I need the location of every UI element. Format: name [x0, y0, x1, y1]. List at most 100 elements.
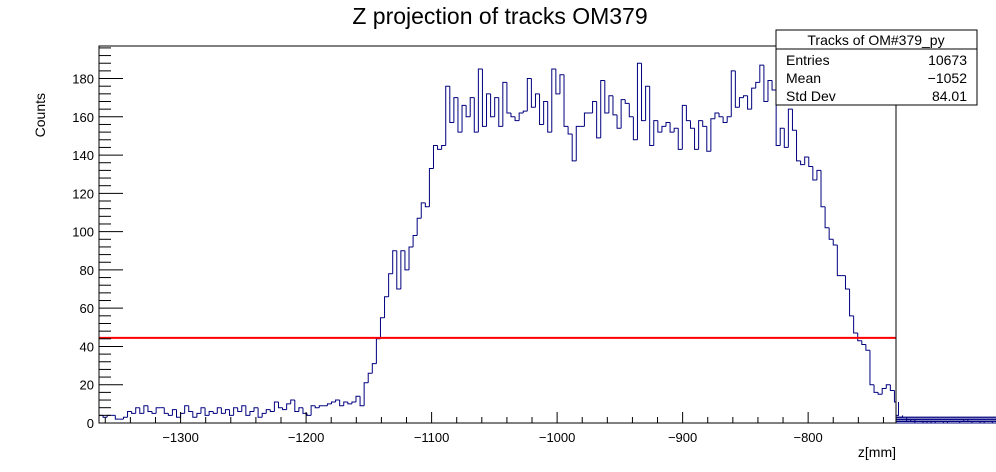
stats-title: Tracks of OM#379_py [807, 32, 944, 48]
histogram-bin [861, 340, 866, 346]
stats-stddev-label: Std Dev [786, 88, 836, 104]
histogram-bin [163, 407, 169, 414]
histogram-bin [257, 407, 263, 418]
histogram-bin [457, 97, 463, 133]
histogram-bin [318, 405, 324, 408]
histogram-bin [135, 407, 140, 414]
histogram-bin [604, 80, 609, 114]
histogram-bin [282, 407, 287, 411]
histogram-bin [555, 68, 560, 95]
histogram-bin [114, 415, 120, 420]
histogram-bin [290, 399, 295, 404]
histogram-bin [367, 372, 373, 383]
histogram-bin [783, 128, 789, 148]
histogram-bin [473, 97, 479, 133]
histogram-bin [139, 407, 144, 414]
histogram-bin [510, 112, 516, 118]
histogram-bin [212, 411, 218, 414]
histogram-bin [665, 122, 671, 127]
histogram-bin [477, 68, 483, 133]
histogram-bin [551, 68, 556, 133]
histogram-bin [326, 403, 332, 406]
histogram-bin [681, 104, 687, 150]
histogram-bin [592, 101, 597, 113]
histogram-bin [371, 363, 377, 374]
histogram-bin [669, 122, 675, 133]
histogram-bin [180, 412, 185, 418]
histogram-bin [743, 95, 748, 98]
histogram-bin [331, 401, 336, 404]
histogram-bin [241, 405, 246, 412]
histogram-bin [596, 101, 601, 139]
histogram-bin [539, 93, 544, 125]
histogram-bin [853, 315, 858, 334]
histogram-bin [469, 97, 475, 117]
histogram-bin [437, 145, 442, 150]
histogram-bin [486, 93, 491, 127]
histogram-bin [775, 90, 781, 147]
histogram-bin [616, 114, 622, 129]
histogram-bin [171, 409, 177, 416]
histogram-bin [857, 333, 862, 342]
histogram-bins [98, 62, 996, 424]
histogram-bin [726, 116, 732, 123]
histogram-bin [147, 405, 153, 413]
histogram-bin [102, 415, 108, 418]
histogram-bin [734, 70, 740, 108]
histogram-bin [804, 156, 809, 165]
histogram-bin [771, 80, 777, 91]
histogram-bin [759, 64, 764, 83]
histogram-bin [812, 166, 817, 181]
histogram-bin [877, 392, 883, 395]
histogram-bin [155, 407, 161, 414]
histogram-bin [885, 384, 891, 389]
histogram-bin [176, 409, 181, 418]
histogram-bin [277, 401, 283, 409]
x-axis-ticks: −1300 −1200 −1100 −1000 −900 −800 [104, 412, 884, 445]
histogram-bin [645, 85, 650, 121]
histogram-bin [420, 202, 426, 219]
histogram-bin [249, 411, 255, 416]
histogram-bin [567, 126, 573, 135]
histogram-bin [896, 420, 996, 422]
histogram-bin [608, 95, 613, 113]
histogram-bin [624, 99, 630, 104]
histogram-bin [583, 112, 589, 127]
histogram-bin [359, 396, 365, 407]
x-tick-label: −1300 [162, 430, 199, 445]
histogram-bin [506, 82, 511, 114]
histogram-bin [796, 130, 801, 162]
histogram-bin [896, 416, 996, 418]
histogram-bin [722, 116, 728, 124]
histogram-bin [575, 125, 581, 161]
histogram-bin [445, 85, 450, 146]
y-tick-label: 160 [72, 110, 94, 125]
histogram-bin [738, 97, 744, 108]
histogram-bin [751, 87, 756, 110]
histogram-bin [188, 405, 193, 413]
histogram-bin [747, 95, 752, 110]
histogram-bin [294, 400, 299, 413]
histogram-bin [571, 134, 577, 162]
y-axis-label: Counts [32, 93, 48, 137]
histogram-bin [800, 160, 805, 166]
histogram-bin [881, 388, 887, 395]
histogram-bin [632, 116, 638, 141]
histogram-bin [706, 126, 711, 152]
histogram-bin [416, 217, 422, 236]
stats-mean-label: Mean [786, 70, 821, 86]
histogram-bin [351, 401, 356, 404]
histogram-bin [192, 411, 197, 418]
histogram-bin [865, 344, 870, 351]
histogram-bin [714, 112, 720, 119]
histogram-bin [694, 128, 699, 150]
histogram-bin [127, 411, 132, 418]
histogram-bin [518, 112, 524, 121]
histogram-bin [432, 145, 438, 169]
histogram-bin [449, 86, 454, 124]
histogram-bin [310, 405, 316, 416]
x-tick-label: −900 [668, 430, 697, 445]
stats-box-frame [775, 29, 978, 106]
histogram-bin [314, 405, 320, 409]
histogram-bin [779, 127, 785, 146]
